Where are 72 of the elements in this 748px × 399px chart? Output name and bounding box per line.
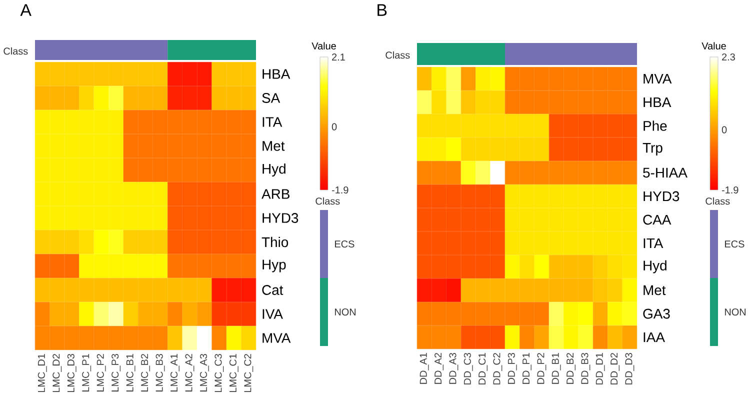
x-tick-label: DD_P3	[508, 352, 517, 384]
x-tick-label: DD_B3	[581, 352, 590, 384]
x-tick-label: DD_B2	[566, 353, 576, 384]
y-tick-label: Trp	[642, 143, 662, 156]
x-tick-label: LMC_D3	[67, 354, 76, 392]
text: ECS	[335, 240, 354, 248]
text: NON	[335, 308, 356, 316]
chart-title: A	[20, 4, 32, 16]
y-tick-label: Thio	[262, 236, 288, 248]
x-tick-label: LMC_P2	[96, 354, 106, 392]
y-tick-label: HYD3	[644, 191, 680, 202]
x-tick-label: LMC_B3	[156, 354, 165, 392]
text: Class	[316, 197, 340, 205]
y-tick-label: Cat	[262, 285, 284, 295]
y-tick-label: ITA	[644, 238, 664, 248]
x-tick-label: DD_D2	[610, 353, 620, 384]
text: Class	[386, 51, 410, 59]
x-tick-label: DD_A2	[434, 353, 444, 384]
color-bar-title: Value	[312, 42, 336, 50]
color-bar-label: 0	[722, 126, 727, 134]
x-tick-label: LMC_D1	[38, 354, 47, 392]
x-tick-label: DD_D3	[625, 352, 634, 384]
x-tick-label: LMC_A2	[185, 354, 194, 392]
x-tick-label: DD_C2	[493, 353, 502, 384]
y-tick-label: ITA	[262, 117, 282, 127]
x-tick-label: LMC_B2	[141, 354, 150, 392]
text: NON	[725, 308, 746, 316]
y-tick-label: Hyp	[262, 260, 286, 272]
y-tick-label: GA3	[643, 308, 670, 319]
y-tick-label: Hyd	[262, 164, 286, 176]
y-tick-label: IAA	[644, 332, 665, 342]
x-tick-label: LMC_P1	[82, 354, 92, 392]
text: ECS	[725, 240, 744, 248]
x-tick-label: DD_P1	[522, 353, 532, 384]
color-bar-label: -1.9	[332, 186, 348, 194]
y-tick-label: MVA	[644, 74, 672, 84]
y-tick-label: Phe	[644, 120, 667, 131]
x-tick-label: LMC_C1	[229, 354, 238, 392]
chart-title: B	[378, 4, 387, 16]
x-tick-label: LMC_A3	[200, 354, 209, 392]
x-tick-label: DD_A3	[449, 352, 458, 384]
y-tick-label: Hyd	[644, 260, 666, 274]
x-tick-label: DD_D1	[596, 353, 605, 384]
x-tick-label: LMC_C3	[214, 354, 224, 392]
y-tick-label: IVA	[262, 309, 283, 319]
text: Class	[706, 197, 730, 205]
y-tick-label: HBA	[644, 97, 672, 108]
x-tick-label: DD_C3	[464, 352, 473, 384]
color-bar-label: -1.9	[722, 186, 738, 194]
y-tick-label: ARB	[262, 189, 290, 199]
y-tick-label: SA	[262, 93, 280, 103]
x-tick-label: LMC_D2	[52, 354, 62, 392]
y-tick-label: MVA	[262, 333, 291, 343]
color-bar-label: 2.3	[722, 53, 735, 61]
y-tick-label: HYD3	[262, 213, 298, 223]
x-tick-label: LMC_C2	[244, 354, 254, 392]
x-tick-label: DD_P2	[537, 353, 546, 384]
x-tick-label: DD_A1	[420, 353, 429, 384]
y-tick-label: CAA	[643, 214, 672, 225]
x-tick-label: LMC_B1	[126, 354, 136, 392]
y-tick-label: Met	[262, 141, 285, 151]
text: Class	[4, 47, 28, 55]
x-tick-label: LMC_P3	[112, 354, 121, 392]
x-tick-label: DD_B1	[552, 353, 561, 384]
y-tick-label: Met	[644, 285, 666, 296]
y-tick-label: HBA	[262, 69, 290, 79]
color-bar-label: 2.1	[332, 54, 345, 60]
y-tick-label: 5-HIAA	[643, 168, 688, 178]
x-tick-label: DD_C1	[478, 353, 488, 384]
x-tick-label: LMC_A1	[170, 354, 180, 392]
color-bar-label: 0	[332, 123, 337, 130]
color-bar-title: Value	[702, 42, 726, 50]
